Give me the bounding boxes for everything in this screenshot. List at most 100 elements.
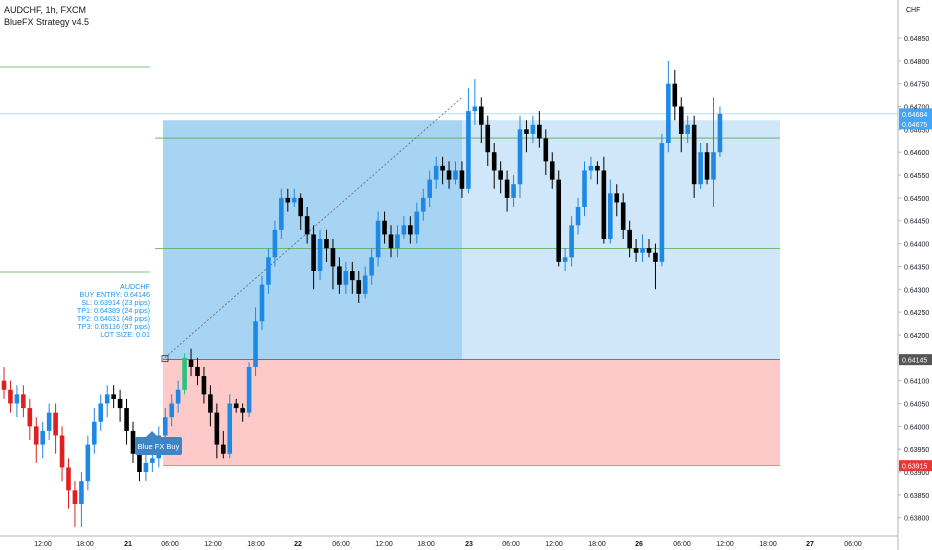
price-tick-label: 0.64500 (904, 196, 929, 203)
candle-body (66, 467, 71, 491)
candle-body (79, 481, 84, 505)
candle-body (298, 197, 303, 217)
price-tick-label: 0.63950 (904, 447, 929, 454)
candle-body (285, 197, 291, 203)
candle-body (279, 197, 284, 230)
candle-body (446, 170, 452, 180)
time-tick-label: 06:00 (332, 541, 350, 548)
price-tick-label: 0.64800 (904, 59, 929, 66)
price-tick-label: 0.64550 (904, 173, 929, 180)
candle-body (343, 271, 349, 285)
candle-body (549, 161, 555, 180)
price-tick-label: 0.63800 (904, 516, 929, 523)
time-tick-label: 06:00 (502, 541, 520, 548)
candle-body (627, 229, 632, 249)
signal-info-line: TP3: 0.65116 (97 pips) (77, 322, 150, 331)
candle-body (653, 252, 658, 262)
time-tick-label: 12:00 (375, 541, 393, 548)
symbol-title: AUDCHF, 1h, FXCM (4, 5, 87, 15)
candle-body (253, 321, 258, 367)
candle-body (291, 197, 297, 203)
candle-body (246, 366, 252, 413)
time-tick-label: 18:00 (417, 541, 435, 548)
entry-marker (161, 355, 169, 363)
candle-body (717, 113, 723, 153)
signal-info-line: TP2: 0.64631 (48 pips) (77, 314, 150, 323)
candle-body (614, 193, 620, 203)
candle-body (240, 408, 245, 413)
price-tag-label: 0.64684 (902, 112, 927, 119)
candle-body (130, 430, 136, 454)
candle-body (530, 124, 536, 134)
candle-body (401, 225, 407, 235)
candle-body (369, 257, 374, 276)
signal-info-line: BUY ENTRY: 0.64146 (80, 290, 150, 299)
candle-body (472, 106, 478, 112)
price-tick-label: 0.64750 (904, 82, 929, 89)
candle-body (124, 408, 129, 431)
candle-body (175, 389, 181, 404)
candle-body (375, 220, 381, 258)
candle-body (137, 453, 142, 473)
price-tag-label: 0.64145 (902, 358, 927, 365)
time-tick-label: 22 (294, 541, 302, 548)
candle-body (459, 170, 465, 189)
price-tick-label: 0.64450 (904, 219, 929, 226)
time-tick-label: 12:00 (204, 541, 222, 548)
candle-body (227, 403, 233, 454)
candle-body (620, 202, 626, 230)
time-tick-label: 26 (635, 541, 643, 548)
candle-body (201, 376, 207, 395)
candle-body (595, 165, 600, 171)
candle-body (640, 248, 645, 253)
candle-body (350, 271, 355, 281)
time-tick-label: 06:00 (161, 541, 179, 548)
candle-body (233, 403, 239, 409)
stop-loss-zone (163, 359, 780, 466)
price-tick-label: 0.64000 (904, 424, 929, 431)
candle-body (27, 408, 33, 427)
candle-body (14, 394, 20, 404)
candle-body (420, 197, 426, 212)
buy-label-bg (135, 437, 182, 455)
price-tick-label: 0.64350 (904, 264, 929, 271)
price-tick-label: 0.64050 (904, 402, 929, 409)
candle-body (33, 426, 39, 445)
candle-body (317, 239, 323, 271)
candle-body (608, 193, 613, 240)
candle-body (440, 165, 445, 171)
price-tick-label: 0.64200 (904, 333, 929, 340)
price-tag (899, 460, 932, 472)
currency-label: CHF (906, 7, 920, 14)
candle-body (678, 106, 684, 134)
candle-body (414, 211, 420, 235)
candle-body (601, 170, 607, 240)
candle-body (575, 207, 581, 226)
candles (1, 60, 723, 527)
candle-body (85, 444, 91, 482)
candle-body (543, 138, 549, 162)
candle-body (259, 284, 265, 322)
candle-body (195, 366, 200, 377)
candle-body (324, 239, 329, 249)
candle-body (659, 143, 665, 262)
candle-body (59, 435, 65, 468)
candle-body (311, 234, 316, 271)
candle-body (479, 106, 484, 125)
price-tag-label: 0.63915 (902, 464, 927, 471)
candle-body (46, 412, 52, 431)
candle-body (569, 225, 574, 258)
candle-body (517, 129, 523, 185)
candle-body (304, 216, 310, 235)
signal-info-line: AUDCHF (120, 282, 151, 291)
price-tick-label: 0.64250 (904, 310, 929, 317)
candle-body (582, 170, 587, 208)
candle-body (356, 280, 362, 294)
candle-body (266, 257, 271, 285)
candle-body (150, 458, 155, 463)
candle-body (182, 357, 187, 390)
time-tick-label: 27 (806, 541, 814, 548)
price-tick-label: 0.64700 (904, 105, 929, 112)
